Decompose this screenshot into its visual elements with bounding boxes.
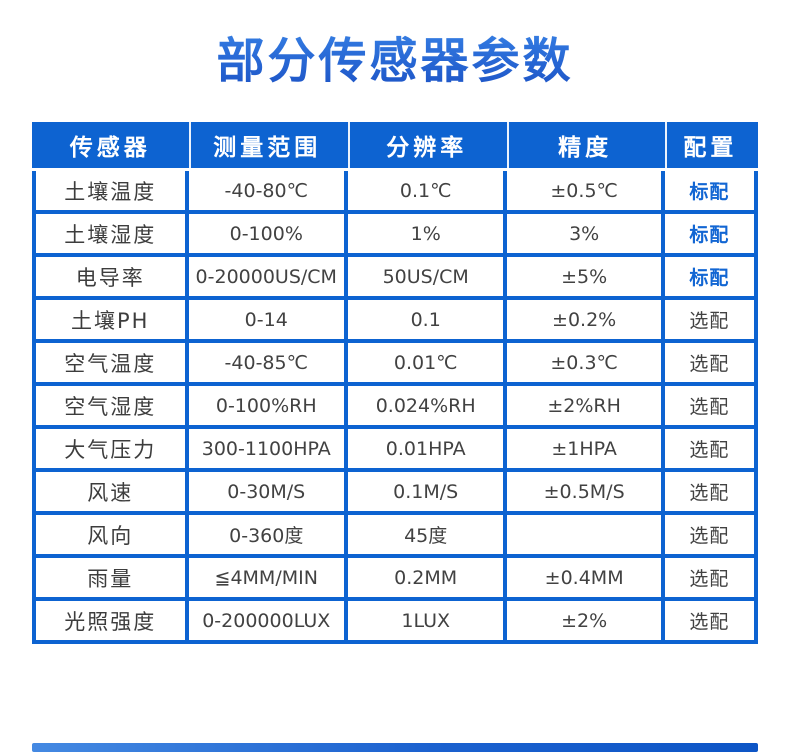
cell-range: 0-200000LUX <box>188 601 344 640</box>
header-range: 测量范围 <box>188 122 344 168</box>
table-body: 土壤温度 -40-80℃ 0.1℃ ±0.5℃ 标配 土壤湿度 0-100% 1… <box>32 171 758 644</box>
sensor-spec-table: 传感器 测量范围 分辨率 精度 配置 土壤温度 -40-80℃ 0.1℃ ±0.… <box>32 122 758 644</box>
cell-range: 0-100%RH <box>188 386 344 425</box>
cell-resolution: 0.01HPA <box>347 429 504 468</box>
cell-sensor: 风向 <box>36 515 185 554</box>
cell-range: -40-80℃ <box>188 171 344 210</box>
cell-config: 标配 <box>664 257 754 296</box>
cell-accuracy: ±0.3℃ <box>507 343 661 382</box>
cell-range: 0-20000US/CM <box>188 257 344 296</box>
header-sensor: 传感器 <box>36 122 185 168</box>
cell-range: 300-1100HPA <box>188 429 344 468</box>
header-config: 配置 <box>664 122 754 168</box>
page-title: 部分传感器参数 <box>0 0 790 96</box>
cell-range: -40-85℃ <box>188 343 344 382</box>
cell-range: 0-100% <box>188 214 344 253</box>
cell-resolution: 1% <box>347 214 504 253</box>
cell-sensor: 光照强度 <box>36 601 185 640</box>
cell-range: 0-30M/S <box>188 472 344 511</box>
cell-config: 选配 <box>664 429 754 468</box>
cell-accuracy: ±5% <box>507 257 661 296</box>
cell-config: 标配 <box>664 171 754 210</box>
cell-sensor: 电导率 <box>36 257 185 296</box>
header-accuracy: 精度 <box>507 122 661 168</box>
cell-sensor: 土壤PH <box>36 300 185 339</box>
cell-config: 选配 <box>664 386 754 425</box>
cell-accuracy: ±2%RH <box>507 386 661 425</box>
table-header-row: 传感器 测量范围 分辨率 精度 配置 <box>32 122 758 168</box>
cell-resolution: 0.1 <box>347 300 504 339</box>
cell-accuracy-empty <box>507 515 661 554</box>
cell-config: 选配 <box>664 558 754 597</box>
cell-accuracy: ±0.4MM <box>507 558 661 597</box>
cell-resolution: 50US/CM <box>347 257 504 296</box>
header-resolution: 分辨率 <box>347 122 504 168</box>
cell-accuracy: ±0.2% <box>507 300 661 339</box>
cell-range: 0-360度 <box>188 515 344 554</box>
footer-accent-bar <box>32 743 758 752</box>
cell-resolution: 0.01℃ <box>347 343 504 382</box>
cell-accuracy: ±0.5℃ <box>507 171 661 210</box>
cell-resolution: 0.1M/S <box>347 472 504 511</box>
cell-sensor: 土壤温度 <box>36 171 185 210</box>
cell-sensor: 空气湿度 <box>36 386 185 425</box>
cell-config: 选配 <box>664 515 754 554</box>
cell-resolution: 0.1℃ <box>347 171 504 210</box>
cell-sensor: 大气压力 <box>36 429 185 468</box>
cell-accuracy: 3% <box>507 214 661 253</box>
cell-resolution: 1LUX <box>347 601 504 640</box>
cell-sensor: 土壤湿度 <box>36 214 185 253</box>
cell-config: 选配 <box>664 300 754 339</box>
cell-accuracy: ±1HPA <box>507 429 661 468</box>
cell-accuracy: ±2% <box>507 601 661 640</box>
cell-sensor: 风速 <box>36 472 185 511</box>
cell-resolution: 45度 <box>347 515 504 554</box>
cell-resolution: 0.024%RH <box>347 386 504 425</box>
cell-sensor: 空气温度 <box>36 343 185 382</box>
cell-range: ≦4MM/MIN <box>188 558 344 597</box>
cell-config: 选配 <box>664 601 754 640</box>
cell-sensor: 雨量 <box>36 558 185 597</box>
cell-range: 0-14 <box>188 300 344 339</box>
cell-config: 选配 <box>664 343 754 382</box>
cell-config: 选配 <box>664 472 754 511</box>
cell-config: 标配 <box>664 214 754 253</box>
cell-resolution: 0.2MM <box>347 558 504 597</box>
cell-accuracy: ±0.5M/S <box>507 472 661 511</box>
